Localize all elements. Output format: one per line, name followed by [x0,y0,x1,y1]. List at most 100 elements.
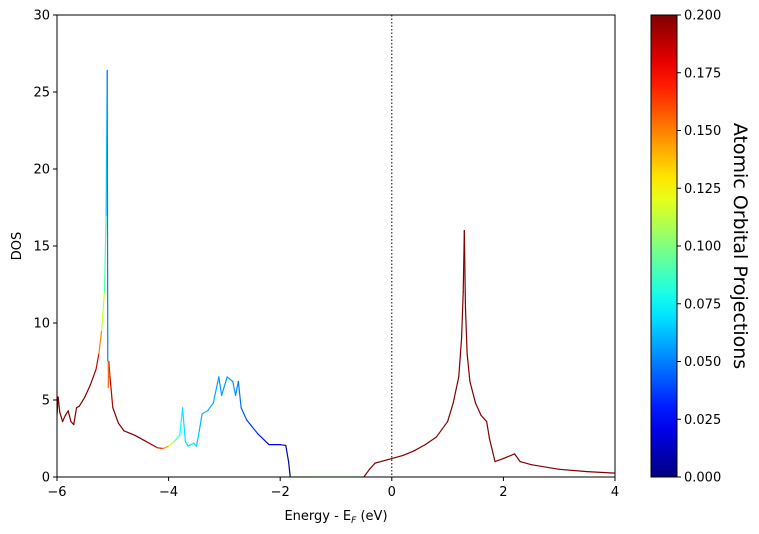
dos-segment [447,402,454,423]
dos-segment [221,376,228,396]
x-tick-label: 4 [611,485,619,500]
dos-segment [466,353,471,383]
colorbar [650,14,678,478]
dos-segment [285,444,290,463]
dos-segment [212,376,220,404]
dos-segment [179,407,184,437]
x-tick-label: 2 [499,485,507,500]
dos-segment [95,353,100,370]
colorbar-tick-label: 0.100 [684,240,721,255]
dos-segment [586,471,615,474]
dos-segment [123,430,136,437]
dos-segment [246,419,259,435]
y-tick-label: 25 [33,86,50,101]
dos-segment [460,291,464,339]
dos-segment [181,407,186,443]
dos-segment [109,376,114,409]
dos-segment [558,468,588,473]
colorbar-label: Atomic Orbital Projections [729,123,751,369]
dos-segment [218,376,223,396]
dos-segment [391,454,404,460]
colorbar-tick-label: 0.200 [684,9,721,24]
dos-segment [530,464,560,470]
dos-segment [162,445,170,450]
dos-segment [106,69,109,363]
dos-segment [78,396,86,407]
dos-segment [184,440,189,447]
dos-segment [201,410,209,415]
dos-segment [207,402,214,412]
y-tick-label: 5 [42,394,50,409]
dos-segment [73,407,78,426]
dos-segment [232,380,237,396]
dos-segment [494,457,504,463]
dos-segment [488,437,496,463]
x-tick-label: 0 [388,485,396,500]
dos-segment [519,461,532,466]
y-tick-label: 20 [33,163,50,178]
dos-segment [173,434,181,443]
dos-segment [112,407,119,424]
dos-segment [198,413,203,432]
dos-segment [474,402,482,416]
y-tick-label: 15 [33,240,50,255]
x-tick-label: −6 [47,485,66,500]
y-tick-label: 10 [33,317,50,332]
dos-segment [98,330,103,355]
dos-segment [187,442,195,447]
dos-segment [287,461,291,477]
dos-segment [480,414,488,423]
x-label-unit: (eV) [356,509,387,524]
x-tick-label: −4 [159,485,178,500]
colorbar-tick-label: 0.175 [684,66,721,81]
dos-segment [57,396,61,413]
dos-segment [469,380,477,404]
colorbar-tick-label: 0.050 [684,355,721,370]
x-tick-label: −2 [271,485,290,500]
dos-segment [134,434,147,443]
dos-segment [463,230,467,309]
dos-segment [145,440,159,449]
dos-segment [89,368,97,386]
colorbar-tick-label: 0.150 [684,124,721,139]
plot-area [57,15,615,477]
dos-segment [257,433,270,446]
x-axis-label: Energy - EF (eV) [284,509,387,526]
dos-segment [108,360,111,378]
dos-segment [195,430,200,447]
dos-segment [67,410,72,423]
dos-segment [435,420,449,438]
x-label-subscript: F [351,516,357,526]
dos-segment [240,407,248,421]
dos-segment [413,444,426,452]
y-axis-label: DOS [10,232,25,261]
dos-segment [101,291,106,332]
dos-segment [103,214,107,293]
colorbar-tick-label: 0.125 [684,182,721,197]
dos-segment [458,337,463,378]
dos-segment [168,440,175,447]
dos-segment [502,453,516,460]
dos-segment [363,468,371,477]
dos-segment [486,420,491,440]
dos-segment [226,376,234,383]
dos-segment [374,459,387,464]
dos-segment [464,307,468,355]
dos-segment [385,457,393,461]
dos-segment [156,447,164,450]
colorbar-tick-label: 0.075 [684,297,721,312]
dos-segment [61,414,66,423]
y-tick-label: 30 [33,9,50,24]
dos-segment [279,444,287,447]
x-label-text: Energy - E [284,509,351,524]
dos-segment [237,380,242,409]
dos-segment [234,380,239,396]
dos-segment [402,450,415,457]
colorbar-tick-label: 0.000 [684,471,721,486]
colorbar-tick-label: 0.025 [684,413,721,428]
y-tick-label: 0 [42,471,50,486]
dos-segment [59,411,64,423]
dos-segment [84,384,92,398]
dos-segment [117,422,125,432]
